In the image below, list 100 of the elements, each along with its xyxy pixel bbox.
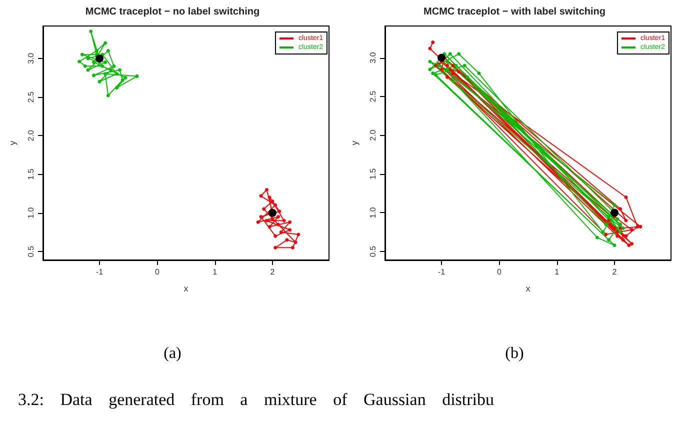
line-series bbox=[256, 188, 300, 250]
chart-title: MCMC traceplot − with label switching bbox=[424, 6, 606, 18]
point bbox=[428, 60, 432, 64]
point bbox=[120, 78, 124, 82]
point bbox=[274, 234, 278, 238]
point bbox=[106, 48, 110, 52]
point bbox=[477, 72, 481, 76]
point bbox=[135, 74, 139, 78]
point bbox=[438, 54, 446, 62]
x-tick-label: -1 bbox=[96, 268, 104, 276]
point bbox=[268, 225, 272, 229]
point bbox=[454, 64, 458, 68]
point bbox=[431, 72, 435, 76]
x-tick-label: 0 bbox=[496, 268, 502, 276]
point bbox=[264, 218, 268, 222]
point bbox=[618, 230, 622, 234]
point bbox=[106, 94, 110, 98]
point bbox=[638, 224, 642, 228]
point bbox=[604, 232, 608, 236]
y-axis-title: y bbox=[350, 140, 360, 146]
point bbox=[621, 226, 625, 230]
y-tick-label: 3.0 bbox=[368, 52, 378, 64]
point bbox=[100, 64, 104, 68]
point bbox=[274, 246, 278, 250]
point bbox=[92, 60, 96, 64]
x-tick-label: 1 bbox=[212, 268, 218, 276]
y-tick-label: 3.0 bbox=[26, 52, 36, 64]
point bbox=[282, 218, 286, 222]
point bbox=[268, 196, 272, 200]
point bbox=[270, 200, 274, 204]
point bbox=[601, 230, 605, 234]
point bbox=[288, 228, 292, 232]
y-tick-label: 2.5 bbox=[368, 90, 378, 102]
point bbox=[86, 56, 90, 60]
point bbox=[268, 208, 276, 217]
point bbox=[290, 246, 294, 250]
chart-title: MCMC traceplot − no label switching bbox=[85, 6, 260, 18]
point bbox=[96, 54, 104, 62]
point bbox=[604, 222, 608, 226]
y-tick-label: 2.0 bbox=[26, 130, 36, 142]
point bbox=[446, 60, 450, 64]
point bbox=[92, 74, 96, 78]
point bbox=[630, 242, 634, 246]
point bbox=[457, 70, 461, 74]
y-tick-label: 1.0 bbox=[26, 206, 36, 218]
point bbox=[636, 224, 640, 228]
point bbox=[466, 75, 470, 79]
x-tick-label: 0 bbox=[154, 268, 160, 276]
point bbox=[612, 244, 616, 248]
point bbox=[621, 238, 625, 242]
point bbox=[259, 215, 263, 218]
point bbox=[627, 244, 631, 248]
point bbox=[616, 234, 620, 238]
point bbox=[434, 73, 438, 77]
point bbox=[294, 240, 298, 244]
point bbox=[431, 40, 435, 44]
point bbox=[276, 215, 280, 218]
point bbox=[274, 203, 278, 207]
point bbox=[610, 208, 618, 217]
text: (a) bbox=[162, 345, 182, 363]
point bbox=[457, 52, 461, 56]
x-tick-label: 2 bbox=[270, 268, 276, 276]
point bbox=[124, 76, 128, 80]
y-axis-title: y bbox=[8, 140, 18, 146]
y-tick-label: 1.5 bbox=[26, 168, 36, 180]
point bbox=[446, 75, 450, 79]
point bbox=[256, 220, 260, 224]
point bbox=[278, 210, 282, 214]
point bbox=[276, 222, 280, 226]
point bbox=[446, 64, 450, 68]
point bbox=[118, 68, 122, 72]
y-tick-label: 0.5 bbox=[26, 245, 36, 258]
point bbox=[115, 72, 119, 76]
point bbox=[104, 72, 108, 76]
point bbox=[610, 218, 614, 222]
point bbox=[606, 218, 610, 222]
text: (b) bbox=[504, 345, 525, 363]
point bbox=[630, 228, 634, 232]
x-tick-label: -1 bbox=[438, 268, 446, 276]
point bbox=[104, 60, 108, 64]
point bbox=[279, 230, 283, 234]
point bbox=[285, 238, 289, 242]
y-tick-label: 1.0 bbox=[368, 206, 378, 218]
point bbox=[428, 68, 432, 72]
point bbox=[448, 52, 452, 56]
point bbox=[112, 64, 116, 68]
point bbox=[624, 195, 628, 199]
x-axis-title: x bbox=[184, 284, 189, 294]
point bbox=[446, 68, 450, 72]
point bbox=[606, 214, 610, 218]
point bbox=[78, 60, 82, 64]
y-tick-label: 1.5 bbox=[368, 168, 378, 180]
point bbox=[98, 80, 102, 84]
y-tick-label: 2.0 bbox=[368, 129, 378, 141]
point bbox=[115, 86, 119, 90]
x-tick-label: 2 bbox=[612, 268, 618, 276]
point bbox=[288, 220, 292, 224]
point bbox=[262, 207, 266, 211]
point bbox=[94, 48, 98, 52]
point bbox=[259, 194, 263, 198]
